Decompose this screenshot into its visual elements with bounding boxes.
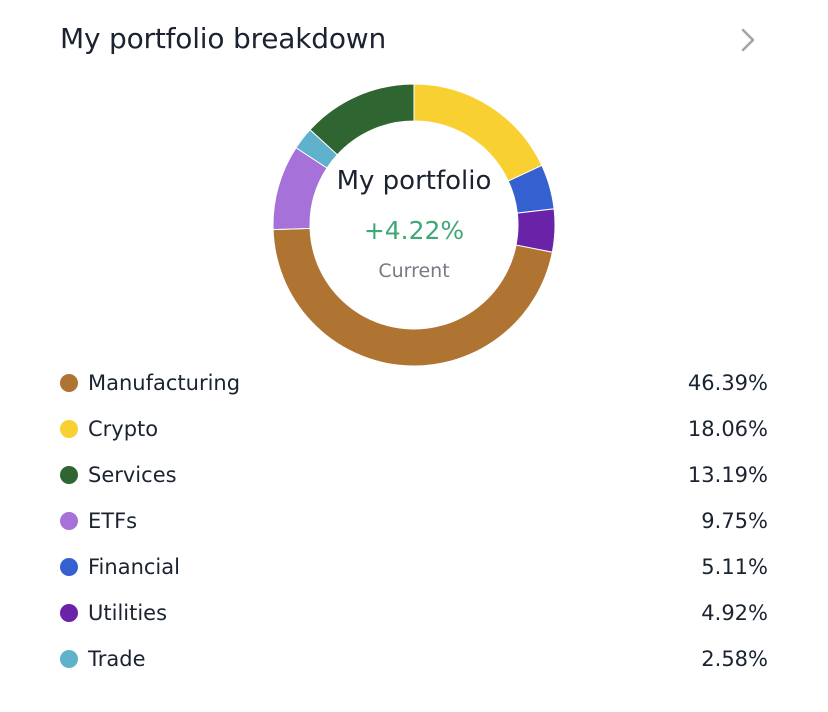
- legend-item-manufacturing[interactable]: Manufacturing 46.39%: [60, 360, 768, 406]
- legend-label: Utilities: [88, 601, 168, 625]
- legend-value: 18.06%: [687, 417, 768, 441]
- legend-item-trade[interactable]: Trade 2.58%: [60, 636, 768, 682]
- card-title: My portfolio breakdown: [60, 22, 387, 55]
- legend-item-utilities[interactable]: Utilities 4.92%: [60, 590, 768, 636]
- legend-value: 4.92%: [701, 601, 768, 625]
- legend-item-financial[interactable]: Financial 5.11%: [60, 544, 768, 590]
- legend-label: Crypto: [88, 417, 159, 441]
- legend-dot-icon: [60, 650, 78, 668]
- legend-dot-icon: [60, 558, 78, 576]
- legend-value: 5.11%: [701, 555, 768, 579]
- legend-item-crypto[interactable]: Crypto 18.06%: [60, 406, 768, 452]
- legend-value: 13.19%: [687, 463, 768, 487]
- legend-label: Manufacturing: [88, 371, 241, 395]
- legend-dot-icon: [60, 466, 78, 484]
- legend-value: 9.75%: [701, 509, 768, 533]
- donut-slice-manufacturing[interactable]: [273, 227, 553, 366]
- donut-chart: My portfolio +4.22% Current: [273, 84, 555, 366]
- chart-center-subtitle: Current: [378, 260, 450, 282]
- legend-label: Trade: [88, 647, 146, 671]
- legend-label: Financial: [88, 555, 180, 579]
- legend-item-services[interactable]: Services 13.19%: [60, 452, 768, 498]
- chart-center-title: My portfolio: [336, 166, 492, 196]
- legend-dot-icon: [60, 374, 78, 392]
- chevron-right-icon[interactable]: [734, 26, 762, 54]
- chart-center-change: +4.22%: [363, 216, 465, 245]
- legend-label: ETFs: [88, 509, 138, 533]
- legend-dot-icon: [60, 420, 78, 438]
- legend-value: 2.58%: [701, 647, 768, 671]
- legend-dot-icon: [60, 604, 78, 622]
- donut-slice-services[interactable]: [309, 84, 415, 156]
- donut-chart-svg: [273, 84, 555, 366]
- chart-legend: Manufacturing 46.39% Crypto 18.06% Services 1…: [60, 360, 768, 682]
- legend-item-etfs[interactable]: ETFs 9.75%: [60, 498, 768, 544]
- legend-value: 46.39%: [687, 371, 768, 395]
- legend-label: Services: [88, 463, 177, 487]
- legend-dot-icon: [60, 512, 78, 530]
